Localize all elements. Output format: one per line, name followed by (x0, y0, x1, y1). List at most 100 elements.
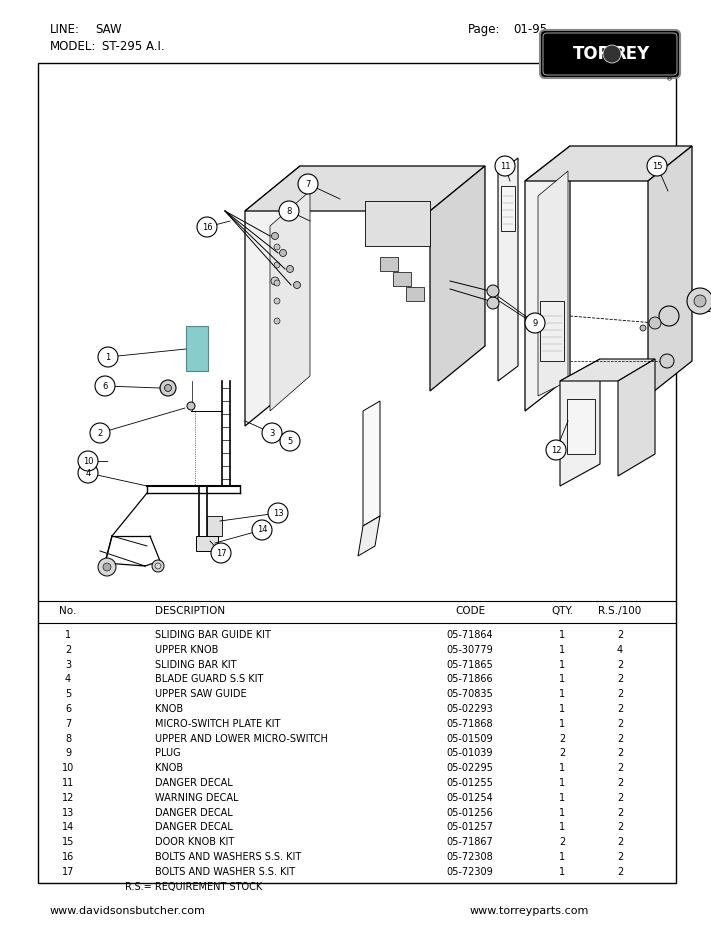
Text: 13: 13 (273, 508, 283, 518)
Text: ®: ® (666, 76, 673, 82)
Bar (38, 63, 676, 883)
Circle shape (98, 558, 116, 576)
Text: 1: 1 (559, 822, 565, 833)
Text: 5: 5 (65, 689, 71, 699)
Text: 2: 2 (617, 660, 623, 670)
Text: 2: 2 (617, 734, 623, 743)
Circle shape (603, 45, 621, 63)
Polygon shape (560, 359, 600, 486)
Text: 05-71867: 05-71867 (447, 837, 493, 847)
Text: 15: 15 (652, 162, 662, 170)
Circle shape (640, 325, 646, 331)
Text: 05-30779: 05-30779 (447, 645, 493, 655)
Text: 05-71865: 05-71865 (447, 660, 493, 670)
Polygon shape (560, 359, 655, 381)
Circle shape (211, 543, 231, 563)
Polygon shape (196, 536, 218, 551)
Polygon shape (393, 272, 411, 286)
Text: 05-72308: 05-72308 (447, 852, 493, 862)
Text: 11: 11 (500, 162, 510, 170)
Circle shape (660, 354, 674, 368)
Text: SLIDING BAR GUIDE KIT: SLIDING BAR GUIDE KIT (155, 630, 271, 640)
Circle shape (274, 262, 280, 268)
Circle shape (280, 431, 300, 451)
Text: MODEL:: MODEL: (50, 40, 97, 53)
Text: 05-01255: 05-01255 (447, 778, 493, 788)
Text: LINE:: LINE: (50, 23, 80, 36)
Text: SLIDING BAR KIT: SLIDING BAR KIT (155, 660, 237, 670)
Text: BLADE GUARD S.S KIT: BLADE GUARD S.S KIT (155, 675, 263, 684)
Text: DANGER DECAL: DANGER DECAL (155, 822, 232, 833)
Circle shape (495, 156, 515, 176)
Text: No.: No. (59, 606, 77, 616)
Text: 1: 1 (559, 630, 565, 640)
Circle shape (272, 232, 279, 240)
Circle shape (262, 423, 282, 443)
Text: 2: 2 (559, 734, 565, 743)
Circle shape (160, 380, 176, 396)
Text: 2: 2 (617, 807, 623, 818)
Text: 10: 10 (62, 763, 74, 774)
Circle shape (525, 313, 545, 333)
Text: UPPER AND LOWER MICRO-SWITCH: UPPER AND LOWER MICRO-SWITCH (155, 734, 328, 743)
Text: 2: 2 (617, 837, 623, 847)
Text: QTY.: QTY. (551, 606, 573, 616)
Circle shape (279, 201, 299, 221)
Text: 2: 2 (617, 675, 623, 684)
Bar (567, 399, 595, 454)
Circle shape (197, 217, 217, 237)
Polygon shape (245, 166, 300, 426)
Circle shape (78, 451, 98, 471)
Circle shape (98, 347, 118, 367)
Circle shape (95, 376, 115, 396)
Text: 05-71866: 05-71866 (447, 675, 493, 684)
Circle shape (546, 440, 566, 460)
Text: 3: 3 (269, 428, 274, 438)
Polygon shape (538, 171, 568, 396)
Circle shape (268, 503, 288, 523)
Text: 16: 16 (202, 222, 213, 231)
Circle shape (152, 560, 164, 572)
Circle shape (279, 249, 287, 257)
FancyBboxPatch shape (540, 30, 680, 78)
Text: 1: 1 (559, 763, 565, 774)
Text: 7: 7 (305, 180, 311, 188)
Circle shape (687, 288, 711, 314)
Polygon shape (365, 201, 430, 246)
Circle shape (271, 277, 279, 285)
Text: 2: 2 (559, 748, 565, 758)
Text: 2: 2 (617, 763, 623, 774)
Text: 6: 6 (102, 381, 107, 391)
Polygon shape (618, 359, 655, 476)
Text: 2: 2 (617, 630, 623, 640)
Text: 05-02295: 05-02295 (447, 763, 493, 774)
Text: 2: 2 (617, 748, 623, 758)
Text: 7: 7 (65, 719, 71, 728)
Text: 1: 1 (559, 852, 565, 862)
Circle shape (164, 385, 171, 391)
Text: R.S.= REQUIREMENT STOCK: R.S.= REQUIREMENT STOCK (125, 882, 262, 892)
Text: 4: 4 (617, 645, 623, 655)
Text: 05-01257: 05-01257 (447, 822, 493, 833)
Text: KNOB: KNOB (155, 704, 183, 714)
Circle shape (647, 156, 667, 176)
Circle shape (487, 285, 499, 297)
Text: SAW: SAW (95, 23, 122, 36)
Text: 2: 2 (617, 778, 623, 788)
Text: 4: 4 (85, 469, 90, 477)
Circle shape (694, 295, 706, 307)
Text: DESCRIPTION: DESCRIPTION (155, 606, 225, 616)
Polygon shape (358, 516, 380, 556)
Text: 2: 2 (617, 704, 623, 714)
Text: 05-70835: 05-70835 (447, 689, 493, 699)
Circle shape (274, 244, 280, 250)
Text: 1: 1 (559, 778, 565, 788)
Circle shape (649, 317, 661, 329)
Text: BOLTS AND WASHERS S.S. KIT: BOLTS AND WASHERS S.S. KIT (155, 852, 301, 862)
Text: 1: 1 (559, 660, 565, 670)
Text: 13: 13 (62, 807, 74, 818)
Text: 2: 2 (617, 867, 623, 877)
Text: 14: 14 (257, 525, 267, 534)
Text: 9: 9 (533, 318, 538, 327)
Circle shape (298, 174, 318, 194)
